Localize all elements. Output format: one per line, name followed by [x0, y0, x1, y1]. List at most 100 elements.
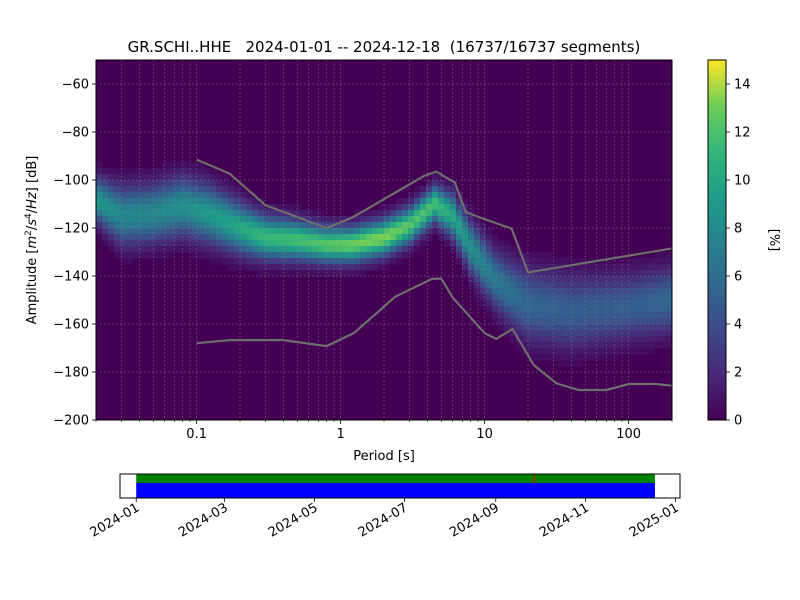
- heatmap-cell: [522, 282, 529, 289]
- heatmap-cell: [246, 258, 253, 265]
- heatmap-cell: [552, 258, 559, 265]
- heatmap-cell: [348, 252, 355, 259]
- heatmap-cell: [186, 234, 193, 241]
- heatmap-cell: [144, 180, 151, 187]
- heatmap-cell: [438, 204, 445, 211]
- heatmap-cell: [666, 282, 672, 289]
- heatmap-cell: [396, 222, 403, 229]
- heatmap-cell: [138, 216, 145, 223]
- heatmap-cell: [114, 240, 121, 247]
- heatmap-cell: [378, 240, 385, 247]
- heatmap-cell: [96, 210, 103, 217]
- heatmap-cell: [162, 168, 169, 175]
- heatmap-cell: [522, 300, 529, 307]
- heatmap-cell: [192, 186, 199, 193]
- heatmap-cell: [168, 204, 175, 211]
- heatmap-cell: [390, 258, 397, 265]
- heatmap-cell: [162, 222, 169, 229]
- heatmap-cell: [558, 318, 565, 325]
- heatmap-cell: [342, 258, 349, 265]
- heatmap-cell: [216, 216, 223, 223]
- heatmap-cell: [552, 276, 559, 283]
- y-axis: −60 −80 −100 −120 −140 −160 −180 −200: [53, 78, 96, 429]
- heatmap-cell: [456, 246, 463, 253]
- heatmap-cell: [108, 210, 115, 217]
- heatmap-cell: [576, 258, 583, 265]
- heatmap-cell: [624, 348, 631, 355]
- timeline-tick-label: 2024-05: [266, 500, 321, 540]
- heatmap-cell: [384, 258, 391, 265]
- heatmap-cell: [576, 318, 583, 325]
- heatmap-cell: [594, 270, 601, 277]
- heatmap-cell: [114, 168, 121, 175]
- heatmap-cell: [258, 234, 265, 241]
- heatmap-cell: [222, 252, 229, 259]
- heatmap-cell: [492, 246, 499, 253]
- heatmap-cell: [264, 228, 271, 235]
- heatmap-cell: [288, 258, 295, 265]
- heatmap-cell: [456, 234, 463, 241]
- heatmap-cell: [120, 240, 127, 247]
- heatmap-cell: [618, 336, 625, 343]
- heatmap-cell: [612, 276, 619, 283]
- heatmap-cell: [252, 228, 259, 235]
- heatmap-cell: [462, 252, 469, 259]
- heatmap-cell: [228, 264, 235, 271]
- heatmap-cell: [186, 228, 193, 235]
- heatmap-cell: [336, 240, 343, 247]
- heatmap-cell: [216, 174, 223, 181]
- heatmap-cell: [312, 252, 319, 259]
- heatmap-cell: [318, 216, 325, 223]
- heatmap-cell: [390, 210, 397, 217]
- heatmap-cell: [528, 348, 535, 355]
- heatmap-cell: [438, 192, 445, 199]
- heatmap-cell: [588, 300, 595, 307]
- heatmap-cell: [306, 234, 313, 241]
- heatmap-cell: [588, 324, 595, 331]
- heatmap-cell: [594, 312, 601, 319]
- heatmap-cell: [510, 306, 517, 313]
- heatmap-cell: [138, 228, 145, 235]
- heatmap-cell: [198, 228, 205, 235]
- heatmap-cell: [174, 246, 181, 253]
- heatmap-cell: [642, 276, 649, 283]
- heatmap-cell: [546, 342, 553, 349]
- heatmap-cell: [546, 354, 553, 361]
- colorbar-ticks: 0 2 4 6 8 10 12 14: [726, 78, 751, 429]
- heatmap-cell: [552, 288, 559, 295]
- heatmap-cell: [660, 294, 667, 301]
- heatmap-cell: [648, 342, 655, 349]
- heatmap-cell: [114, 210, 121, 217]
- heatmap-cell: [192, 192, 199, 199]
- heatmap-cell: [600, 282, 607, 289]
- heatmap-cell: [588, 282, 595, 289]
- heatmap-cell: [510, 264, 517, 271]
- heatmap-cell: [564, 330, 571, 337]
- heatmap-cell: [612, 354, 619, 361]
- heatmap-cell: [264, 204, 271, 211]
- heatmap-cell: [138, 234, 145, 241]
- heatmap-cell: [156, 204, 163, 211]
- heatmap-cell: [126, 258, 133, 265]
- heatmap-cell: [468, 228, 475, 235]
- heatmap-cell: [492, 252, 499, 259]
- heatmap-cell: [624, 342, 631, 349]
- heatmap-cell: [246, 222, 253, 229]
- heatmap-cell: [444, 222, 451, 229]
- heatmap-cell: [540, 354, 547, 361]
- heatmap-cell: [624, 300, 631, 307]
- heatmap-cell: [168, 252, 175, 259]
- heatmap-cell: [126, 204, 133, 211]
- heatmap-cell: [486, 270, 493, 277]
- heatmap-cell: [396, 198, 403, 205]
- heatmap-cell: [318, 246, 325, 253]
- heatmap-cell: [174, 216, 181, 223]
- heatmap-cell: [366, 240, 373, 247]
- heatmap-cell: [606, 312, 613, 319]
- heatmap-cell: [390, 252, 397, 259]
- heatmap-cell: [180, 180, 187, 187]
- heatmap-cell: [192, 168, 199, 175]
- heatmap-cell: [558, 336, 565, 343]
- heatmap-cell: [462, 246, 469, 253]
- heatmap-cell: [258, 228, 265, 235]
